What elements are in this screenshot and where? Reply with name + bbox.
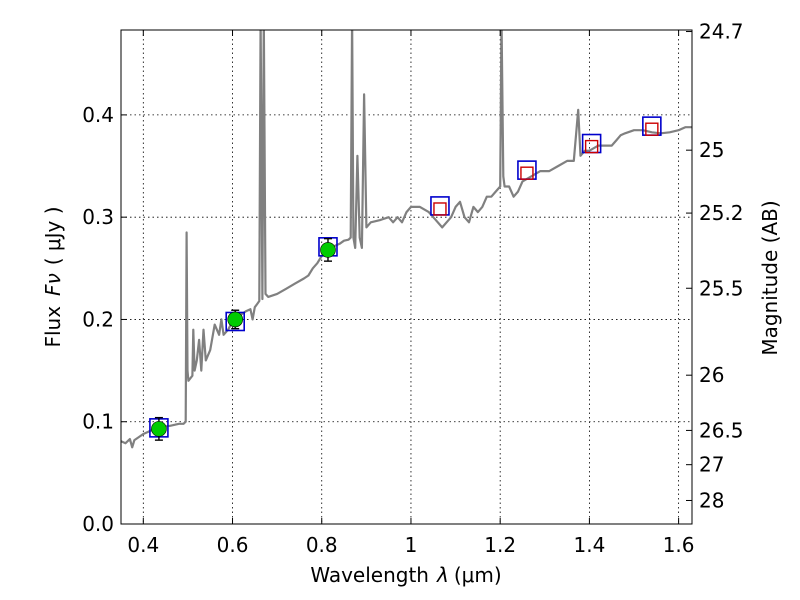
observed-flux-point bbox=[227, 311, 243, 328]
x-tick-label: 0.8 bbox=[306, 533, 338, 557]
y-tick-label: 0.3 bbox=[82, 205, 114, 229]
y-tick-label: 0.0 bbox=[82, 512, 114, 536]
x-tick-label: 1.6 bbox=[663, 533, 695, 557]
grid-layer bbox=[121, 30, 692, 525]
x-tick-label: 1.2 bbox=[484, 533, 516, 557]
x-axis-label: Wavelength λ (μm) bbox=[310, 563, 501, 587]
right-tick-label: 26 bbox=[699, 363, 724, 387]
model-photometry-red-square bbox=[584, 139, 599, 154]
x-tick-label: 1.4 bbox=[573, 533, 605, 557]
y-tick-label: 0.1 bbox=[82, 410, 114, 434]
right-tick-label: 24.7 bbox=[699, 20, 744, 44]
model-photometry-red-square bbox=[433, 202, 447, 216]
observed-flux-point bbox=[151, 421, 167, 437]
right-tick-label: 25.5 bbox=[699, 276, 744, 300]
right-axis-label: Magnitude (AB) bbox=[758, 200, 782, 355]
y-tick-label: 0.4 bbox=[82, 103, 114, 127]
model-spectrum-line bbox=[121, 30, 692, 449]
spectrum-layer bbox=[121, 30, 692, 449]
plot-frame bbox=[120, 29, 693, 525]
right-tick-label: 25 bbox=[699, 138, 724, 162]
observed-flux-point bbox=[320, 242, 336, 258]
x-tick-label: 0.4 bbox=[127, 533, 159, 557]
tick-layer: 0.4 0.6 0.8 1 1.2 1.4 1.6 0.0 0.1 0.2 0.3 0.4 24.7 25… bbox=[82, 20, 743, 557]
x-tick-label: 1 bbox=[405, 533, 418, 557]
right-tick-label: 27 bbox=[699, 453, 724, 477]
right-tick-label: 26.5 bbox=[699, 418, 744, 442]
right-tick-label: 28 bbox=[699, 488, 724, 512]
y-tick-label: 0.2 bbox=[82, 307, 114, 331]
y-axis-label: FluxFν( μJy ) bbox=[41, 206, 65, 347]
marker-layer bbox=[149, 116, 662, 441]
model-photometry-red-square bbox=[645, 122, 659, 136]
x-tick-label: 0.6 bbox=[217, 533, 249, 557]
model-photometry-red-square bbox=[520, 166, 534, 180]
right-tick-label: 25.2 bbox=[699, 201, 744, 225]
